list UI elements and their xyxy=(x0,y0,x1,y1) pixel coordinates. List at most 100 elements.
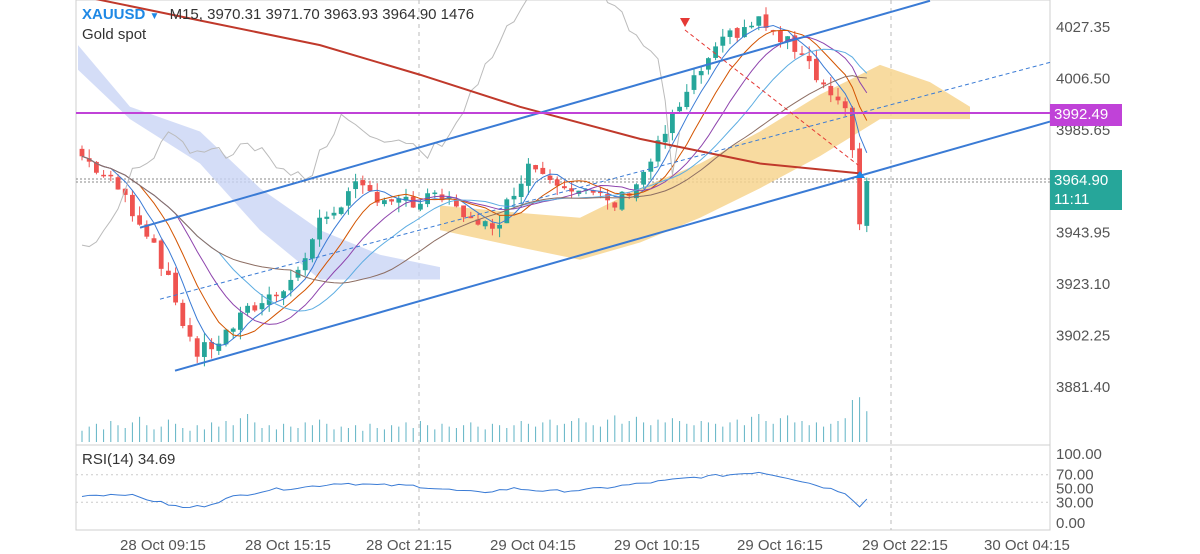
channel-upper-line xyxy=(139,0,931,229)
symbol-selector[interactable]: XAUUSD xyxy=(82,6,146,23)
candle-body xyxy=(504,199,510,224)
candle-body xyxy=(432,192,438,195)
candle-body xyxy=(778,30,783,43)
candle-body xyxy=(353,181,358,190)
candle-body xyxy=(281,291,286,299)
candle-body xyxy=(590,190,596,193)
candle-body xyxy=(180,302,186,326)
last-price-tag: 3964.90 11:11 xyxy=(1050,170,1122,210)
moving-average-line xyxy=(81,36,868,325)
cloud-bearish xyxy=(78,45,440,280)
trend-dashed-line xyxy=(684,29,859,166)
candle-body xyxy=(850,107,855,151)
candle-body xyxy=(108,174,114,177)
candle-body xyxy=(806,55,812,62)
candle-body xyxy=(79,148,85,157)
candle-body xyxy=(137,215,142,225)
chart-header: XAUUSD ▼ M15, 3970.31 3971.70 3963.93 39… xyxy=(82,6,474,23)
price-tick-label: 3902.25 xyxy=(1056,328,1110,345)
candle-body xyxy=(324,216,330,219)
candle-body xyxy=(410,196,416,208)
candle-body xyxy=(130,194,135,217)
candle-body xyxy=(338,207,344,214)
candle-body xyxy=(734,28,740,38)
candle-body xyxy=(223,329,229,345)
candle-body xyxy=(144,224,150,237)
candle-body xyxy=(641,171,646,185)
candle-body xyxy=(713,46,718,58)
candle-body xyxy=(670,113,675,134)
candle-body xyxy=(115,177,121,190)
moving-average-line xyxy=(81,75,867,284)
candle-body xyxy=(101,174,106,177)
candle-body xyxy=(151,238,157,243)
channel-lower-line xyxy=(174,120,1051,372)
price-tick-label: 3923.10 xyxy=(1056,276,1110,293)
candle-body xyxy=(482,221,488,227)
candle-body xyxy=(461,205,466,218)
candle-body xyxy=(677,106,682,112)
candle-body xyxy=(756,16,762,26)
price-tick-label: 4027.35 xyxy=(1056,19,1110,36)
candle-body xyxy=(158,240,164,269)
candle-body xyxy=(468,216,474,219)
candle-body xyxy=(727,30,733,37)
candle-body xyxy=(331,212,337,216)
price-tick-label: 3881.40 xyxy=(1056,379,1110,396)
candle-body xyxy=(612,202,618,208)
candle-body xyxy=(821,82,826,85)
interval-label: M15, xyxy=(169,6,203,23)
candle-body xyxy=(238,312,243,330)
time-tick-label: 29 Oct 10:15 xyxy=(614,537,700,554)
candle-body xyxy=(194,338,200,357)
price-tick-label: 3985.65 xyxy=(1056,122,1110,139)
price-tick-label: 3943.95 xyxy=(1056,225,1110,242)
candle-body xyxy=(547,175,553,181)
candle-body xyxy=(439,194,445,201)
candle-body xyxy=(302,258,308,271)
candle-body xyxy=(785,36,790,42)
candle-body xyxy=(86,158,92,162)
instrument-description: Gold spot xyxy=(82,26,147,43)
time-tick-label: 30 Oct 04:15 xyxy=(984,537,1070,554)
candle-body xyxy=(396,198,402,203)
bar-countdown: 11:11 xyxy=(1054,191,1090,208)
candles xyxy=(79,7,870,367)
moving-average-line xyxy=(81,29,868,337)
candle-body xyxy=(310,239,315,259)
time-tick-label: 28 Oct 21:15 xyxy=(366,537,452,554)
indicator-lines xyxy=(76,0,1051,372)
candle-body xyxy=(749,25,754,28)
moving-average-line xyxy=(81,24,868,347)
candle-body xyxy=(562,186,567,189)
sell-arrow-icon xyxy=(680,18,690,27)
candle-body xyxy=(216,343,222,351)
candle-body xyxy=(187,325,193,337)
candle-body xyxy=(814,58,819,81)
candle-body xyxy=(799,53,805,55)
rsi-tick-label: 0.00 xyxy=(1056,515,1085,532)
candle-body xyxy=(864,181,870,226)
candle-body xyxy=(511,195,517,200)
candle-body xyxy=(166,270,171,275)
candle-body xyxy=(252,305,258,311)
candle-body xyxy=(346,191,351,206)
candle-body xyxy=(122,188,128,195)
candle-body xyxy=(425,193,430,205)
hline-price-tag: 3992.49 xyxy=(1050,104,1122,126)
price-tick-label: 4006.50 xyxy=(1056,70,1110,87)
candle-body xyxy=(367,185,373,192)
candle-body xyxy=(698,71,704,76)
buy-arrow-icon xyxy=(855,171,865,178)
candle-body xyxy=(691,75,697,90)
candle-body xyxy=(374,191,380,203)
candle-body xyxy=(792,35,798,52)
candle-body xyxy=(634,184,639,199)
candle-body xyxy=(94,161,99,173)
price-axis: 4027.35 4006.50 3985.65 3943.95 3923.10 3902.… xyxy=(1056,19,1110,396)
chikou-span xyxy=(81,0,681,248)
candle-body xyxy=(554,179,560,186)
candle-body xyxy=(598,191,603,194)
chevron-down-icon[interactable]: ▼ xyxy=(149,11,160,22)
